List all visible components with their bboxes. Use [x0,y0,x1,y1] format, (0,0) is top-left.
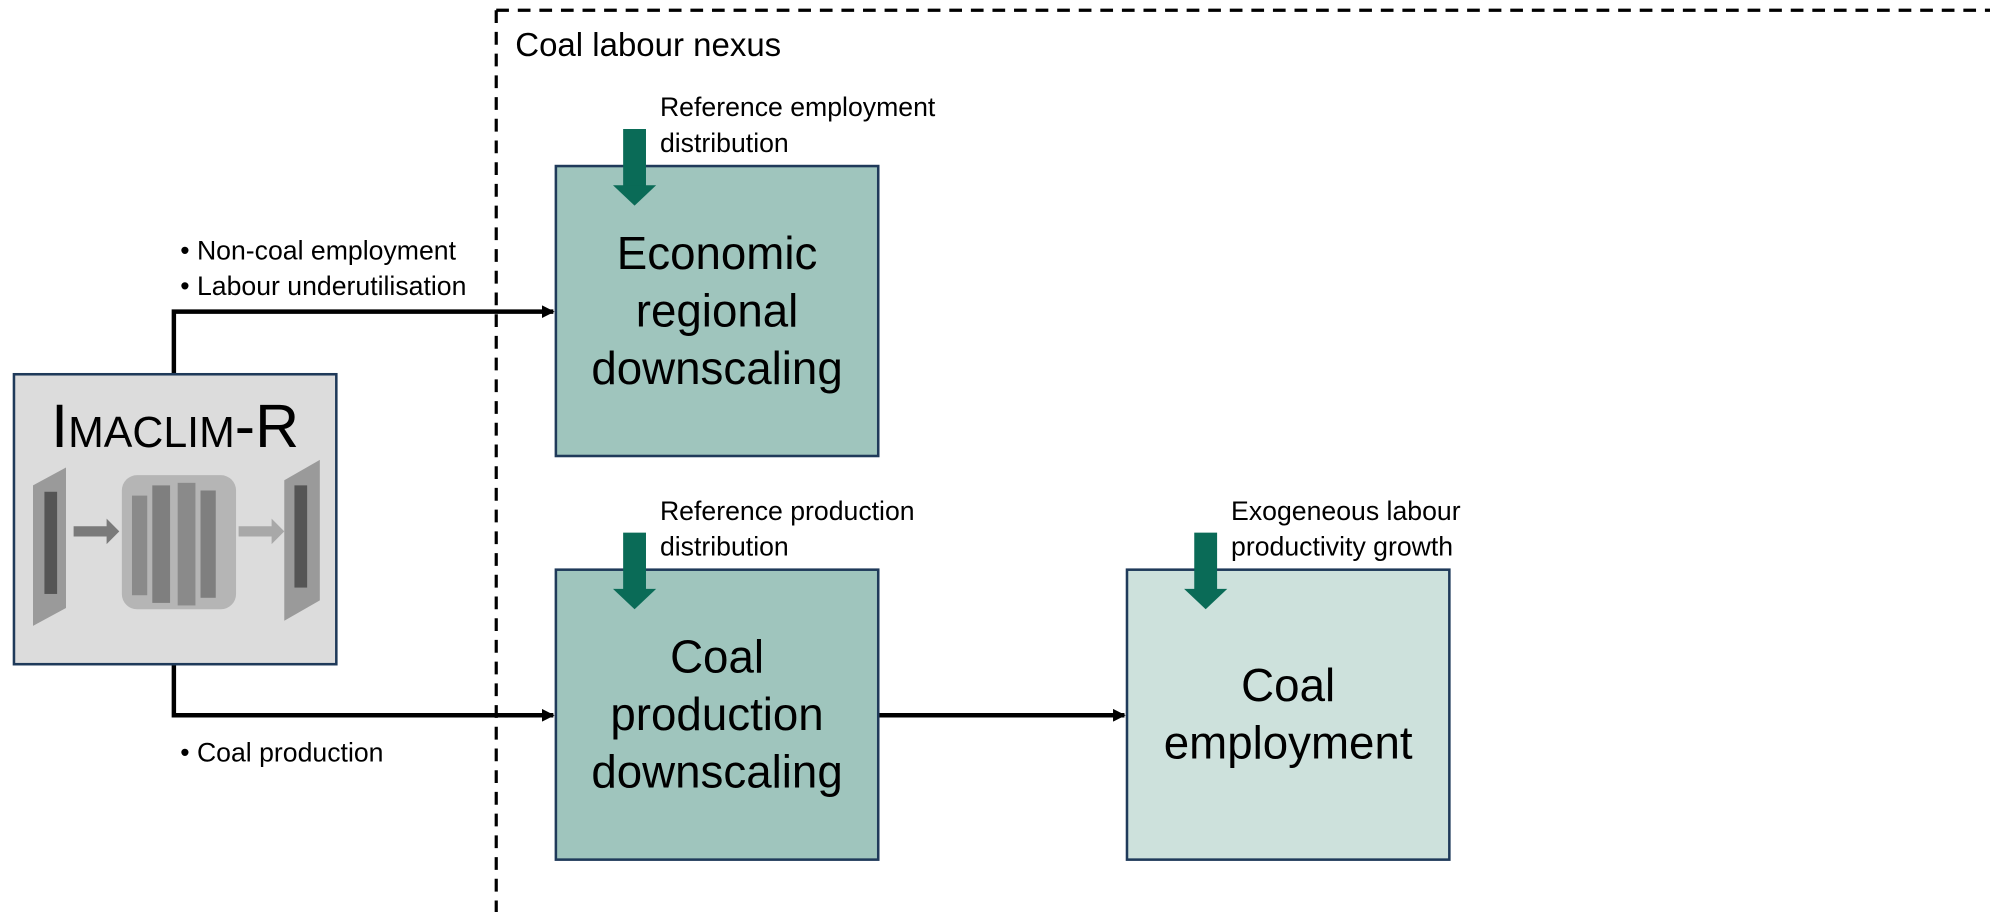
input-label: Exogeneous labour [1231,496,1461,526]
model-icon [32,459,320,626]
flow-text: Non-coal employment [197,235,457,265]
node-label: production [610,689,823,740]
flow-text: Coal production [197,737,384,767]
region-label: Coal labour nexus [515,27,781,64]
nodes: Economic regional downscaling Reference emp… [554,92,1461,861]
input-label: distribution [660,532,789,562]
node-label: employment [1164,718,1413,769]
input-arrow-shaft [623,129,646,188]
input-arrow-head [612,185,657,206]
node-label: Economic [617,228,818,279]
input-label: distribution [660,128,789,158]
flow-label: • Non-coal employment [180,235,456,265]
input-arrow-head [1184,588,1228,610]
input-label: Reference production [660,496,915,526]
node-label: Coal [670,631,764,682]
node-box [554,164,880,458]
node-label: Coal [1241,660,1335,711]
node-label: downscaling [591,746,842,797]
node-label: downscaling [591,343,842,394]
input-arrow-shaft [623,532,646,592]
connectors [171,305,1126,722]
input-label: productivity growth [1231,532,1453,562]
model-title: Imaclim-R [51,392,299,460]
flow-label: • Labour underutilisation [180,271,466,301]
input-label: Reference employment [660,92,936,122]
node-box [554,568,880,861]
model-box: Imaclim-R [12,372,338,666]
flow-label: • Coal production [180,737,383,767]
node-box [1125,568,1451,861]
input-arrow-head [612,588,657,610]
input-arrow-shaft [1194,532,1218,592]
boundary [494,8,1990,912]
node-label: regional [636,285,799,336]
flow-text: Labour underutilisation [197,271,466,301]
